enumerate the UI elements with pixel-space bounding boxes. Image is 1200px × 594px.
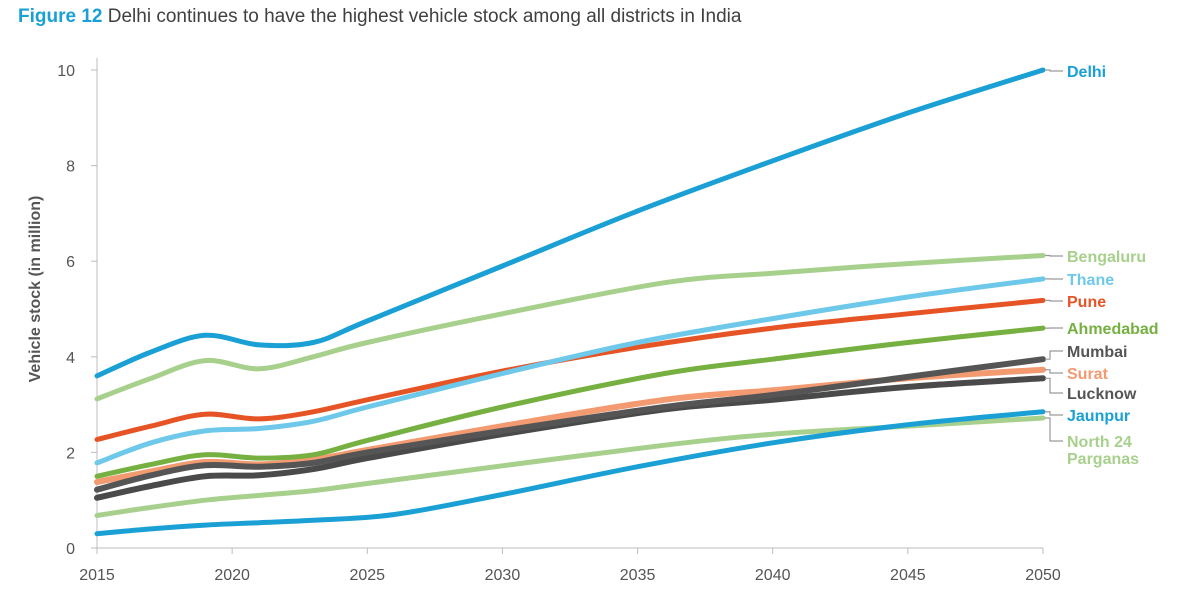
series-line-thane bbox=[94, 276, 1046, 466]
series-line-jaunpur bbox=[94, 409, 1046, 537]
series-lines bbox=[94, 67, 1046, 537]
chart-title: Figure 12 Delhi continues to have the hi… bbox=[18, 6, 741, 28]
leader-line-north-24 bbox=[1045, 417, 1063, 442]
series-label-delhi: Delhi bbox=[1067, 64, 1106, 81]
leader-line-lucknow bbox=[1045, 377, 1063, 394]
series-labels: Delhi Bengaluru Thane Pune Ahmedabad Mumbai Su… bbox=[1045, 64, 1159, 468]
figure-number: Figure 12 bbox=[18, 6, 103, 27]
series-label-bengaluru: Bengaluru bbox=[1067, 249, 1146, 266]
x-tick-label: 2045 bbox=[890, 567, 926, 584]
series-line-bengaluru bbox=[94, 253, 1046, 402]
series-line-ahmedabad bbox=[94, 325, 1046, 479]
y-tick-label: 6 bbox=[66, 254, 75, 271]
y-tick-label: 4 bbox=[66, 350, 75, 367]
series-label-lucknow: Lucknow bbox=[1067, 386, 1137, 403]
leader-line-delhi bbox=[1045, 69, 1063, 72]
x-tick-label: 2050 bbox=[1025, 567, 1061, 584]
y-axis-label: Vehicle stock (in million) bbox=[27, 196, 44, 383]
axes: 0 2 4 6 8 10 2015 2020 2025 2030 2035 2040 2045 2050 V… bbox=[27, 58, 1061, 584]
series-line-mumbai bbox=[94, 356, 1046, 493]
series-line-lucknow bbox=[94, 375, 1046, 501]
series-label-thane: Thane bbox=[1067, 272, 1114, 289]
series-label-parganas: Parganas bbox=[1067, 451, 1139, 468]
y-tick-label: 0 bbox=[66, 541, 75, 558]
series-label-ahmedabad: Ahmedabad bbox=[1067, 321, 1159, 338]
leader-line-bengaluru bbox=[1045, 254, 1063, 257]
x-tick-label: 2025 bbox=[349, 567, 385, 584]
series-line-delhi bbox=[94, 67, 1046, 379]
series-label-mumbai: Mumbai bbox=[1067, 344, 1127, 361]
series-label-north-24: North 24 bbox=[1067, 434, 1132, 451]
y-tick-label: 2 bbox=[66, 445, 75, 462]
x-tick-label: 2035 bbox=[620, 567, 656, 584]
x-tick-label: 2040 bbox=[755, 567, 791, 584]
leader-line-surat bbox=[1045, 369, 1063, 374]
leader-line-pune bbox=[1045, 299, 1063, 302]
series-label-pune: Pune bbox=[1067, 294, 1106, 311]
figure-title-text: Delhi continues to have the highest vehi… bbox=[107, 6, 742, 27]
leader-line-jaunpur bbox=[1045, 411, 1063, 416]
series-label-jaunpur: Jaunpur bbox=[1067, 408, 1130, 425]
x-tick-label: 2015 bbox=[79, 567, 115, 584]
x-tick-label: 2030 bbox=[485, 567, 521, 584]
y-tick-label: 8 bbox=[66, 159, 75, 176]
x-tick-label: 2020 bbox=[214, 567, 250, 584]
series-line-pune bbox=[94, 297, 1046, 442]
series-label-surat: Surat bbox=[1067, 366, 1109, 383]
y-tick-label: 10 bbox=[57, 63, 75, 80]
leader-line-mumbai bbox=[1045, 350, 1063, 360]
